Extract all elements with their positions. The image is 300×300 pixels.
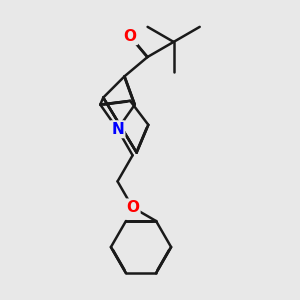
- Text: O: O: [124, 29, 137, 44]
- Text: N: N: [111, 122, 124, 137]
- Text: O: O: [126, 200, 139, 215]
